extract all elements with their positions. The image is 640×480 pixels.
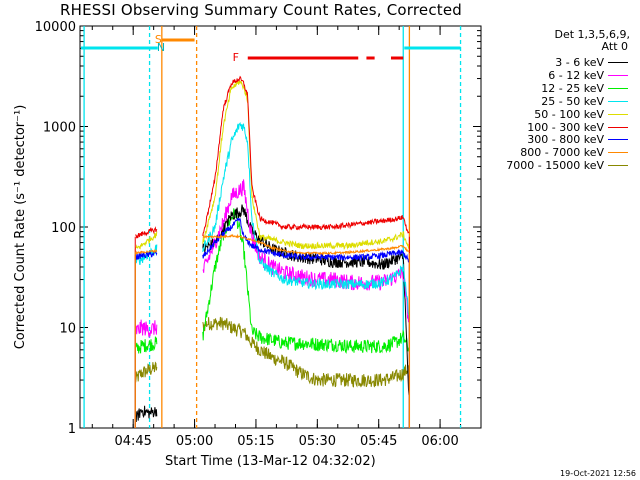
legend-entry-swatch: [608, 100, 628, 102]
legend-entry: 3 - 6 keV: [486, 56, 636, 69]
series-line: [202, 75, 410, 236]
legend-entry-swatch: [608, 113, 628, 115]
legend-entry-swatch: [608, 87, 628, 89]
series-line: [134, 248, 158, 255]
saa-flag-label: S: [155, 33, 162, 46]
y-tick-label: 100: [51, 221, 76, 236]
flare-flag-label: F: [233, 51, 239, 64]
legend-entry-swatch: [608, 62, 628, 63]
legend-entry: 6 - 12 keV: [486, 68, 636, 82]
x-tick-label: 05:15: [237, 434, 274, 449]
x-axis-label: Start Time (13-Mar-12 04:32:02): [165, 454, 376, 469]
y-tick-label: 10000: [35, 20, 76, 35]
legend-entry-label: 100 - 300 keV: [527, 120, 604, 134]
legend-entry: 100 - 300 keV: [486, 120, 636, 134]
y-tick-label: 10: [59, 322, 76, 337]
legend-entry-swatch: [608, 74, 628, 76]
legend-entry-swatch: [608, 139, 628, 141]
series-line: [202, 233, 410, 256]
legend-entry: 50 - 100 keV: [486, 107, 636, 121]
series-line: [134, 336, 158, 354]
legend-entry-label: 12 - 25 keV: [541, 81, 604, 95]
legend-entry-label: 6 - 12 keV: [548, 68, 604, 82]
chart-title: RHESSI Observing Summary Count Rates, Co…: [60, 1, 463, 19]
x-tick-label: 05:00: [176, 434, 213, 449]
y-tick-label: 1: [68, 422, 76, 437]
x-tick-label: 06:00: [421, 434, 458, 449]
series-line: [202, 204, 410, 396]
legend-entry: 300 - 800 keV: [486, 133, 636, 147]
legend-attenuator-line: Att 0: [601, 40, 628, 53]
x-tick-label: 04:45: [114, 434, 151, 449]
legend-entry-label: 3 - 6 keV: [555, 56, 604, 69]
legend-entry-label: 300 - 800 keV: [527, 133, 604, 147]
legend-entry-label: 25 - 50 keV: [541, 94, 604, 108]
series-line: [202, 80, 410, 250]
series-line: [202, 122, 410, 319]
series-line: [202, 217, 410, 263]
x-tick-label: 05:30: [299, 434, 336, 449]
series-line: [135, 226, 158, 239]
y-tick-label: 1000: [43, 121, 76, 136]
series-line: [135, 319, 158, 338]
legend-entry-swatch: [608, 152, 628, 154]
x-tick-label: 05:45: [360, 434, 397, 449]
legend-entry: 12 - 25 keV: [486, 81, 636, 95]
night-flag-label: N: [157, 41, 165, 54]
y-axis-label: Corrected Count Rate (s⁻¹ detector⁻¹): [13, 105, 28, 350]
series-line: [134, 250, 158, 260]
legend-entry-label: 7000 - 15000 keV: [506, 159, 604, 173]
legend-entry-swatch: [608, 165, 628, 167]
series-line: [134, 405, 158, 426]
legend-entry-label: 50 - 100 keV: [534, 107, 604, 121]
series-line: [134, 361, 158, 383]
legend-entry: 25 - 50 keV: [486, 94, 636, 108]
legend-entry-label: 800 - 7000 keV: [520, 146, 604, 160]
series-line: [134, 231, 158, 250]
legend-entry-swatch: [608, 126, 628, 128]
timestamp: 19-Oct-2021 12:56: [560, 469, 636, 478]
legend-entry: 800 - 7000 keV: [486, 146, 636, 160]
legend-detector-line: Det 1,3,5,6,9,: [554, 28, 630, 41]
series-line: [202, 316, 410, 388]
legend-entry: 7000 - 15000 keV: [486, 159, 636, 173]
